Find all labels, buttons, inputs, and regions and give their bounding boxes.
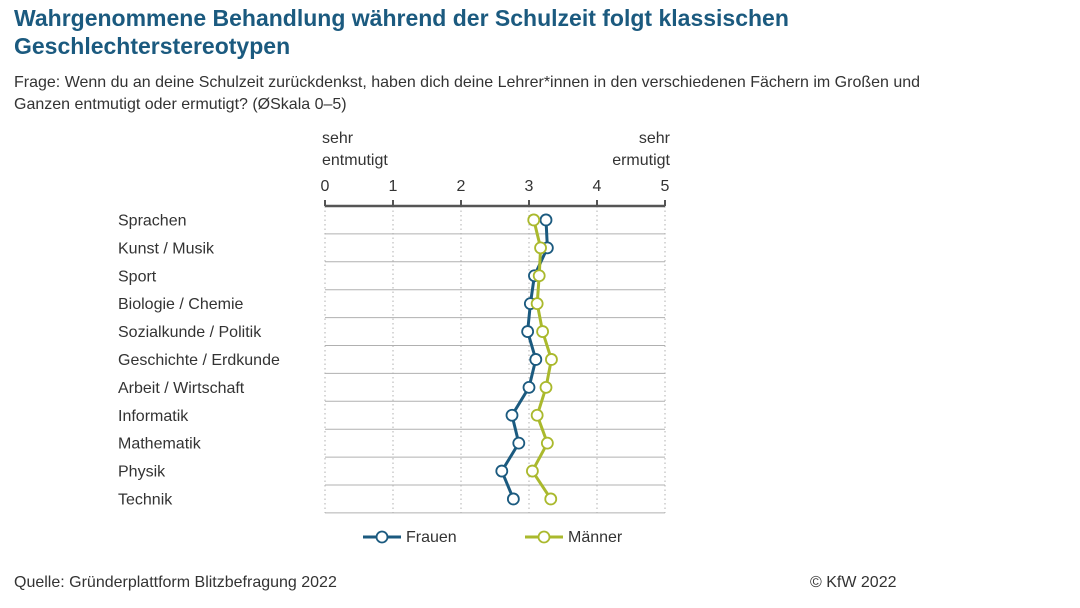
scale-right-label-line1: sehr <box>639 130 671 147</box>
category-label: Biologie / Chemie <box>118 296 244 313</box>
category-label: Mathematik <box>118 436 202 453</box>
category-label: Arbeit / Wirtschaft <box>118 380 245 397</box>
legend-marker-maenner <box>537 530 551 544</box>
data-point-maenner <box>530 297 544 311</box>
data-point-maenner <box>536 325 549 338</box>
legend-label-frauen: Frauen <box>406 529 457 546</box>
category-label: Geschichte / Erdkunde <box>118 352 280 369</box>
data-point-maenner <box>527 213 541 227</box>
x-tick-label: 4 <box>593 178 602 195</box>
data-point-maenner <box>532 269 546 283</box>
data-point-frauen <box>539 213 553 227</box>
data-point-maenner <box>526 464 539 478</box>
chart-question: Frage: Wenn du an deine Schulzeit zurück… <box>14 74 921 113</box>
legend-marker-frauen <box>375 530 389 544</box>
data-point-frauen <box>512 436 526 450</box>
copyright-note: © KfW 2022 <box>810 574 897 591</box>
category-label: Sozialkunde / Politik <box>118 324 262 341</box>
data-point-maenner <box>544 492 558 506</box>
legend-label-maenner: Männer <box>568 529 623 546</box>
data-point-maenner <box>540 436 554 450</box>
x-tick-label: 3 <box>525 178 534 195</box>
x-tick-label: 2 <box>457 178 466 195</box>
source-note: Quelle: Gründerplattform Blitzbefragung … <box>14 574 337 591</box>
data-point-frauen <box>505 408 519 422</box>
category-label: Kunst / Musik <box>118 240 215 257</box>
data-point-frauen <box>521 325 535 338</box>
category-label: Informatik <box>118 408 189 425</box>
data-point-frauen <box>522 380 536 394</box>
category-label: Sport <box>118 268 157 285</box>
x-tick-label: 1 <box>389 178 398 195</box>
data-point-maenner <box>545 353 558 366</box>
x-tick-label: 5 <box>661 178 670 195</box>
category-label: Sprachen <box>118 212 187 229</box>
data-point-frauen <box>529 353 543 366</box>
data-point-maenner <box>530 408 544 422</box>
category-label: Physik <box>118 464 166 481</box>
chart-title: Wahrgenommene Behandlung während der Sch… <box>14 5 789 59</box>
x-tick-label: 0 <box>321 178 330 195</box>
data-point-maenner <box>534 241 547 255</box>
scale-left-label-line2: entmutigt <box>322 152 388 169</box>
data-point-maenner <box>539 380 553 394</box>
scale-left-label-line1: sehr <box>322 130 354 147</box>
category-label: Technik <box>118 491 173 508</box>
data-point-frauen <box>495 464 509 478</box>
data-point-frauen <box>506 492 520 506</box>
scale-right-label-line2: ermutigt <box>612 152 670 169</box>
